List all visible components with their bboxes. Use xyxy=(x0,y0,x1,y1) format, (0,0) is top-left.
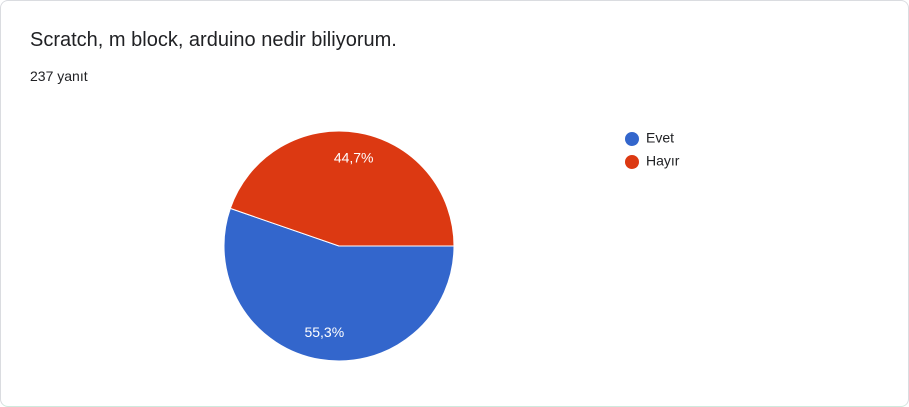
slice-label: 44,7% xyxy=(334,149,374,165)
pie-slice xyxy=(223,207,455,362)
chart-subtitle: 237 yanıt xyxy=(30,68,88,84)
chart-title: Scratch, m block, arduino nedir biliyoru… xyxy=(30,29,397,51)
legend-swatch xyxy=(625,132,639,146)
legend-swatch xyxy=(625,155,639,169)
slice-label: 55,3% xyxy=(304,324,344,340)
legend-label: Evet xyxy=(646,130,674,146)
pie-slice xyxy=(229,130,455,247)
legend-label: Hayır xyxy=(646,153,680,169)
